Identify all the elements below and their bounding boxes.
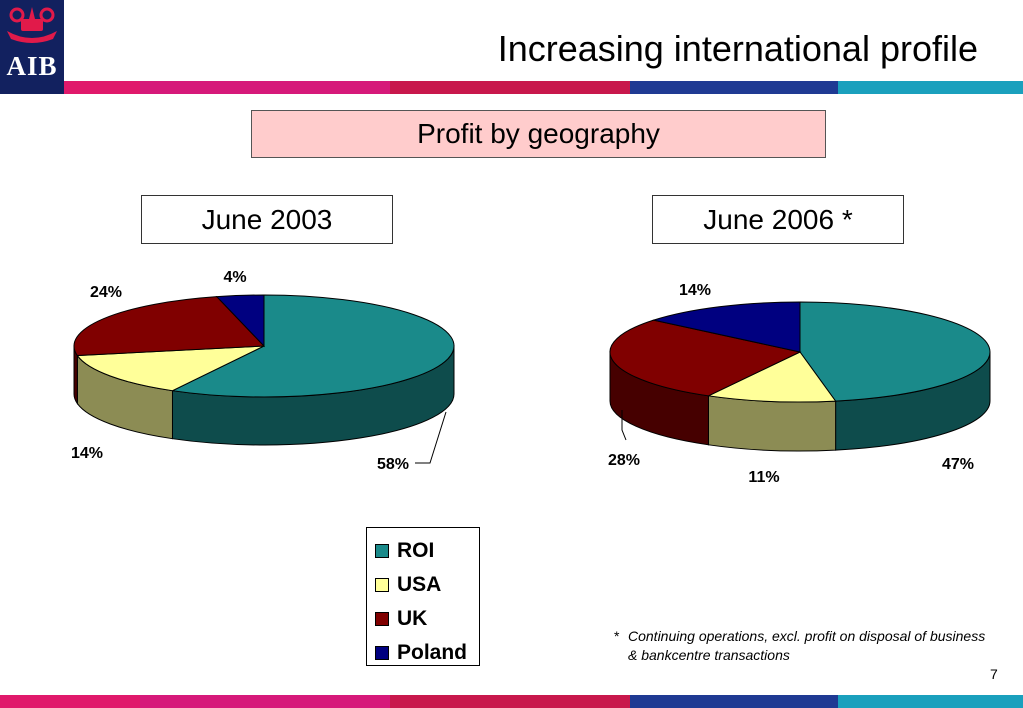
footnote-marker: * bbox=[614, 628, 620, 644]
footnote: * Continuing operations, excl. profit on… bbox=[614, 627, 994, 665]
legend: ROI USA UK Poland bbox=[366, 527, 480, 666]
page-title: Increasing international profile bbox=[497, 28, 978, 69]
ark-logo-icon bbox=[7, 7, 57, 43]
legend-label: ROI bbox=[397, 539, 435, 562]
footnote-text: Continuing operations, excl. profit on d… bbox=[628, 628, 986, 663]
label-leader-line bbox=[621, 410, 627, 441]
pie-chart-2: 47% 11% 28% 14% bbox=[608, 282, 991, 486]
top-color-stripe bbox=[64, 81, 1023, 94]
data-label-uk: 24% bbox=[90, 284, 122, 301]
data-label-uk: 28% bbox=[608, 452, 640, 469]
section-title: Profit by geography bbox=[251, 110, 826, 158]
pie-slice-uk bbox=[73, 296, 266, 357]
brand-wordmark: AIB bbox=[6, 51, 58, 81]
legend-item-poland: Poland bbox=[375, 636, 479, 670]
legend-swatch-uk bbox=[375, 612, 389, 626]
legend-swatch-roi bbox=[375, 544, 389, 558]
page-number: 7 bbox=[990, 666, 998, 682]
data-label-roi: 47% bbox=[942, 456, 974, 473]
pie-side-usa bbox=[707, 395, 837, 452]
pie-slice-uk bbox=[609, 319, 802, 397]
data-label-roi: 58% bbox=[377, 456, 409, 473]
legend-swatch-poland bbox=[375, 646, 389, 660]
data-label-poland: 4% bbox=[223, 269, 246, 286]
aib-logo: AIB bbox=[0, 0, 64, 94]
legend-label: USA bbox=[397, 573, 442, 596]
label-leader-line bbox=[415, 411, 447, 464]
data-label-usa: 11% bbox=[748, 469, 779, 486]
pie-slice-poland bbox=[215, 294, 265, 348]
data-label-usa: 14% bbox=[71, 445, 103, 462]
pie-slice-roi bbox=[799, 301, 991, 402]
pie-slice-poland bbox=[651, 301, 801, 353]
legend-swatch-usa bbox=[375, 578, 389, 592]
pie-slice-usa bbox=[706, 351, 837, 403]
legend-label: UK bbox=[397, 607, 428, 630]
bottom-color-stripe bbox=[0, 695, 1023, 708]
pie-chart-1: 58% 14% 24% 4% bbox=[71, 269, 455, 473]
legend-item-uk: UK bbox=[375, 602, 479, 636]
legend-label: Poland bbox=[397, 641, 468, 664]
legend-item-roi: ROI bbox=[375, 534, 479, 568]
chart-title-2006: June 2006 * bbox=[652, 195, 904, 244]
data-label-poland: 14% bbox=[679, 282, 711, 299]
pie-slice-usa bbox=[76, 345, 265, 392]
chart-title-2003: June 2003 bbox=[141, 195, 393, 244]
pie-slice-roi bbox=[170, 294, 455, 398]
legend-item-usa: USA bbox=[375, 568, 479, 602]
